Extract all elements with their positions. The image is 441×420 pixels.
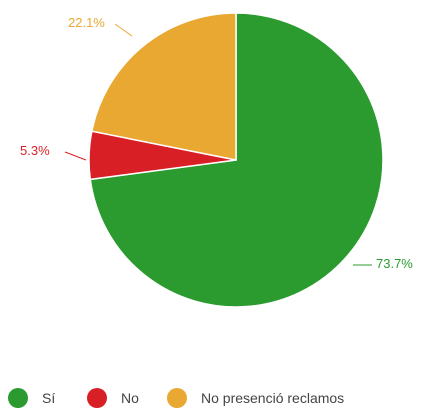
pie-slice-no-presencio[interactable]	[90, 12, 237, 161]
legend-swatch-no	[87, 388, 107, 408]
data-label-no-presencio: 22.1%	[68, 15, 105, 30]
legend-label-no-presencio: No presenció reclamos	[201, 390, 345, 406]
data-label-no: 5.3%	[20, 143, 50, 158]
leader-line-no	[64, 151, 87, 161]
legend-swatch-no-presencio	[167, 388, 187, 408]
leader-line-no-presencio	[114, 23, 133, 37]
legend-item-no-presencio[interactable]: No presenció reclamos	[167, 388, 344, 408]
legend-label-si: Sí	[42, 390, 56, 406]
legend-item-si[interactable]: Sí	[8, 388, 55, 408]
chart-legend: Sí No No presenció reclamos	[0, 388, 441, 418]
data-label-si: 73.7%	[376, 256, 413, 271]
legend-label-no: No	[121, 390, 139, 406]
legend-swatch-si	[8, 388, 28, 408]
legend-item-no[interactable]: No	[87, 388, 139, 408]
